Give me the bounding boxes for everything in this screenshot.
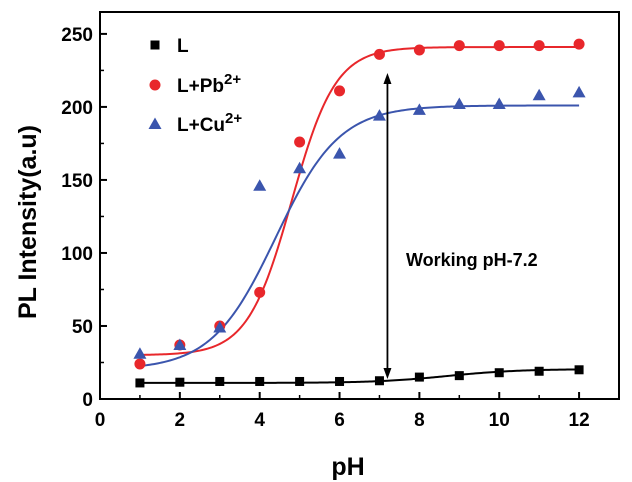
y-tick-label: 250 (61, 25, 93, 46)
annotation-label: Working pH-7.2 (406, 250, 538, 270)
y-tick-label: 0 (82, 390, 93, 411)
data-point (295, 376, 305, 386)
fit-curve (139, 104, 580, 368)
data-point (534, 366, 544, 376)
y-tick-label: 150 (61, 171, 93, 192)
data-point (573, 38, 585, 50)
data-point (335, 376, 345, 386)
legend-label: L+Pb2+ (177, 71, 241, 97)
tick-labels: 0 2 4 6 8 10 12 0 50 100 150 200 250 (61, 25, 589, 431)
data-points (133, 38, 586, 388)
arrow-head-top (383, 73, 392, 84)
x-tick-label: 6 (334, 410, 345, 431)
annotation-group: Working pH-7.2 (383, 73, 538, 379)
fit-curve (139, 368, 580, 384)
y-tick-label: 200 (61, 98, 93, 119)
legend: L L+Pb2+ L+Cu2+ (148, 36, 242, 136)
data-point (572, 85, 586, 98)
y-axis-title: PL Intensity(a.u) (14, 125, 42, 319)
x-tick-label: 12 (569, 410, 590, 431)
data-point (175, 377, 185, 387)
data-point (213, 320, 227, 333)
x-axis-title: pH (331, 453, 364, 481)
data-point (374, 376, 384, 386)
data-point (133, 347, 147, 359)
data-point (453, 40, 465, 52)
x-tick-label: 0 (95, 410, 106, 431)
fit-curve (139, 46, 580, 356)
legend-label: L+Cu2+ (177, 110, 242, 136)
x-tick-label: 10 (489, 410, 510, 431)
data-point (413, 44, 425, 56)
data-point (253, 179, 267, 191)
data-point (135, 378, 145, 388)
data-point (134, 358, 146, 370)
data-point (414, 372, 424, 382)
x-tick-label: 4 (254, 410, 265, 431)
data-point (293, 161, 307, 174)
arrow-head-bottom (383, 368, 392, 379)
data-point (412, 103, 426, 115)
legend-label: L (177, 36, 189, 57)
axes (99, 11, 620, 400)
data-point (574, 365, 584, 375)
x-tick-label: 8 (414, 410, 425, 431)
y-tick-label: 100 (61, 244, 93, 265)
data-point (254, 286, 266, 298)
data-point (533, 40, 545, 52)
fit-curves (139, 46, 580, 384)
data-point (494, 368, 504, 378)
data-point (333, 147, 347, 159)
data-point (532, 88, 546, 101)
legend-marker (150, 40, 160, 50)
x-tick-label: 2 (175, 410, 186, 431)
data-point (454, 371, 464, 381)
data-point (215, 376, 225, 386)
y-tick-label: 50 (72, 317, 93, 338)
data-point (255, 376, 265, 386)
data-point (372, 109, 386, 121)
legend-marker (149, 79, 161, 91)
plot-frame (99, 11, 620, 400)
data-point (173, 338, 187, 350)
data-point (493, 40, 505, 52)
legend-marker (148, 117, 162, 129)
data-point (373, 48, 385, 60)
data-point (294, 136, 306, 148)
data-point (334, 85, 346, 97)
data-point (492, 97, 506, 110)
data-point (452, 97, 466, 110)
